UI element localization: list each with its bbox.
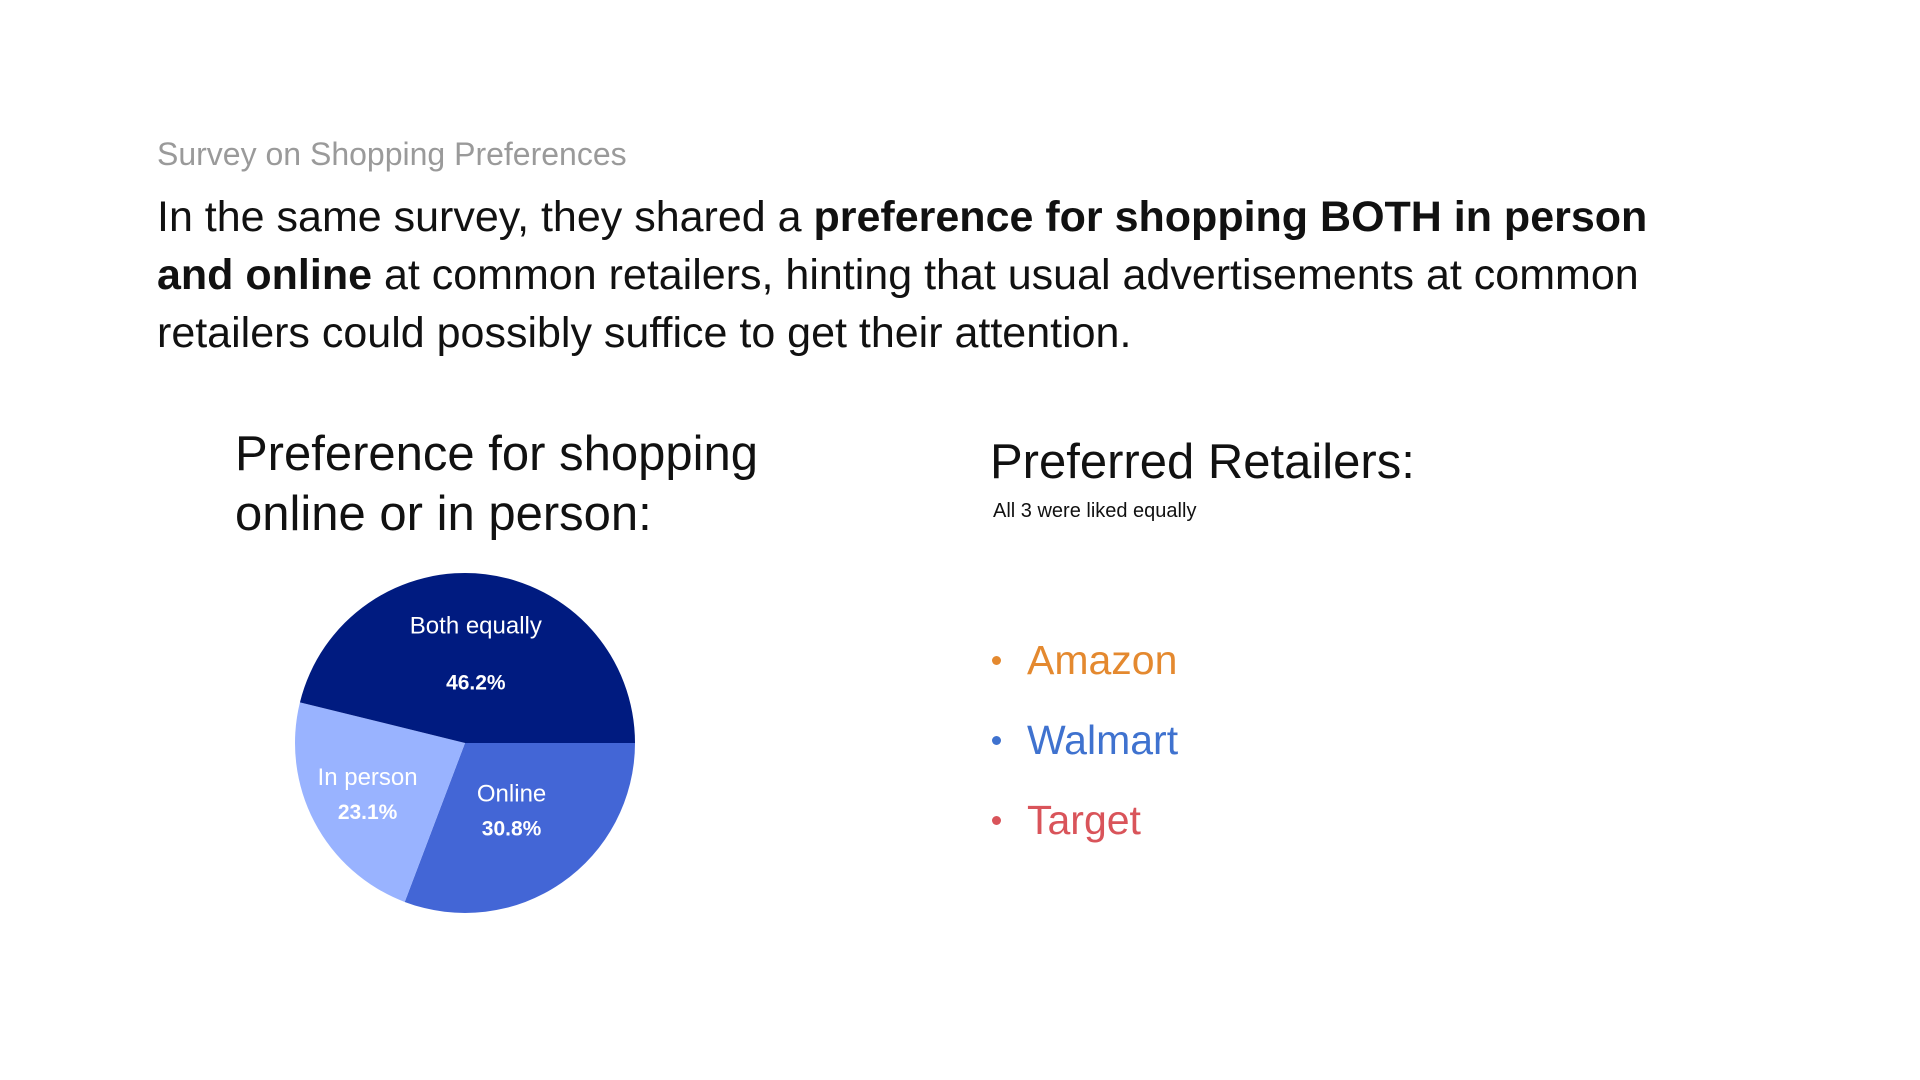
pie-slice-online	[404, 743, 635, 913]
retailer-item-amazon: Amazon	[990, 620, 1178, 700]
pie-slice-in-person	[295, 702, 465, 902]
bullet-dot-icon	[992, 815, 1001, 825]
pie-slice-both-equally	[299, 572, 635, 743]
retailer-label: Amazon	[1027, 636, 1178, 683]
retailers-subtitle: All 3 were liked equally	[993, 500, 1197, 522]
retailers-title: Preferred Retailers:	[990, 435, 1415, 489]
pie-value-label: 46.2%	[446, 672, 506, 695]
headline-text-1: In the same survey, they shared a	[157, 193, 814, 241]
bullet-dot-icon	[992, 655, 1001, 665]
pie-value-label: 30.8%	[482, 817, 542, 840]
bullet-dot-icon	[992, 735, 1001, 745]
retailer-item-target: Target	[990, 780, 1178, 860]
retailer-label: Walmart	[1027, 716, 1179, 763]
retailer-label: Target	[1027, 796, 1141, 843]
retailer-item-walmart: Walmart	[990, 700, 1178, 780]
pie-chart: Online 30.8% In person 23.1% Both equally 46.…	[295, 572, 635, 913]
pie-category-label: Both equally	[410, 613, 542, 640]
slide-eyebrow: Survey on Shopping Preferences	[157, 136, 627, 172]
headline-text-2: at common retailers, hinting that usual …	[157, 251, 1639, 357]
slide-headline: In the same survey, they shared a prefer…	[157, 188, 1717, 362]
pie-category-label: In person	[318, 764, 418, 791]
retailers-list: Amazon Walmart Target	[990, 620, 1178, 860]
pie-chart-title: Preference for shopping online or in per…	[235, 427, 758, 541]
pie-value-label: 23.1%	[338, 801, 398, 824]
headline-bold-text: preference for shopping BOTH in person a…	[157, 193, 1648, 299]
pie-category-label: Online	[477, 780, 546, 807]
